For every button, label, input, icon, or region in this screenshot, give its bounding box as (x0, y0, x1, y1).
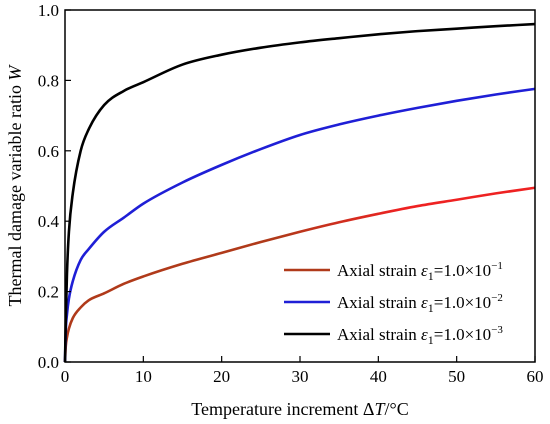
y-tick-label: 0.6 (38, 142, 59, 161)
x-axis-label: Temperature increment ΔT/°C (191, 399, 408, 419)
legend: Axial strain ε1=1.0×10−1 Axial strain ε1=… (284, 260, 503, 347)
x-axis-label-unit: /°C (385, 399, 409, 419)
x-tick-label: 50 (448, 367, 465, 386)
y-axis-label-var: W (5, 64, 25, 81)
x-axis-label-text: Temperature increment Δ (191, 399, 374, 419)
y-tick-label: 0.4 (38, 212, 60, 231)
ticks-layer: 0 10 20 30 40 50 60 0.0 0.2 0.4 0.6 0.8 1.0 (38, 1, 544, 386)
y-axis-label: Thermal damage variable ratio W (5, 64, 25, 307)
y-tick-label: 0.2 (38, 283, 59, 302)
x-tick-label: 10 (135, 367, 152, 386)
y-tick-label: 0.8 (38, 71, 59, 90)
series-layer (63, 22, 536, 363)
y-tick-label: 0.0 (38, 353, 59, 372)
x-tick-label: 40 (370, 367, 387, 386)
series-line-1 (63, 186, 536, 363)
x-axis-label-var: T (375, 399, 387, 419)
legend-entry-2: Axial strain ε1=1.0×10−2 (337, 292, 503, 315)
series-line-2 (63, 87, 536, 363)
series-line-3 (63, 22, 536, 363)
legend-entry-1: Axial strain ε1=1.0×10−1 (337, 260, 503, 283)
legend-entry-3: Axial strain ε1=1.0×10−3 (337, 324, 503, 347)
x-tick-label: 20 (213, 367, 230, 386)
x-tick-label: 0 (61, 367, 70, 386)
x-tick-label: 30 (292, 367, 309, 386)
x-tick-label: 60 (527, 367, 544, 386)
y-axis-label-text: Thermal damage variable ratio (5, 81, 25, 307)
y-tick-label: 1.0 (38, 1, 59, 20)
